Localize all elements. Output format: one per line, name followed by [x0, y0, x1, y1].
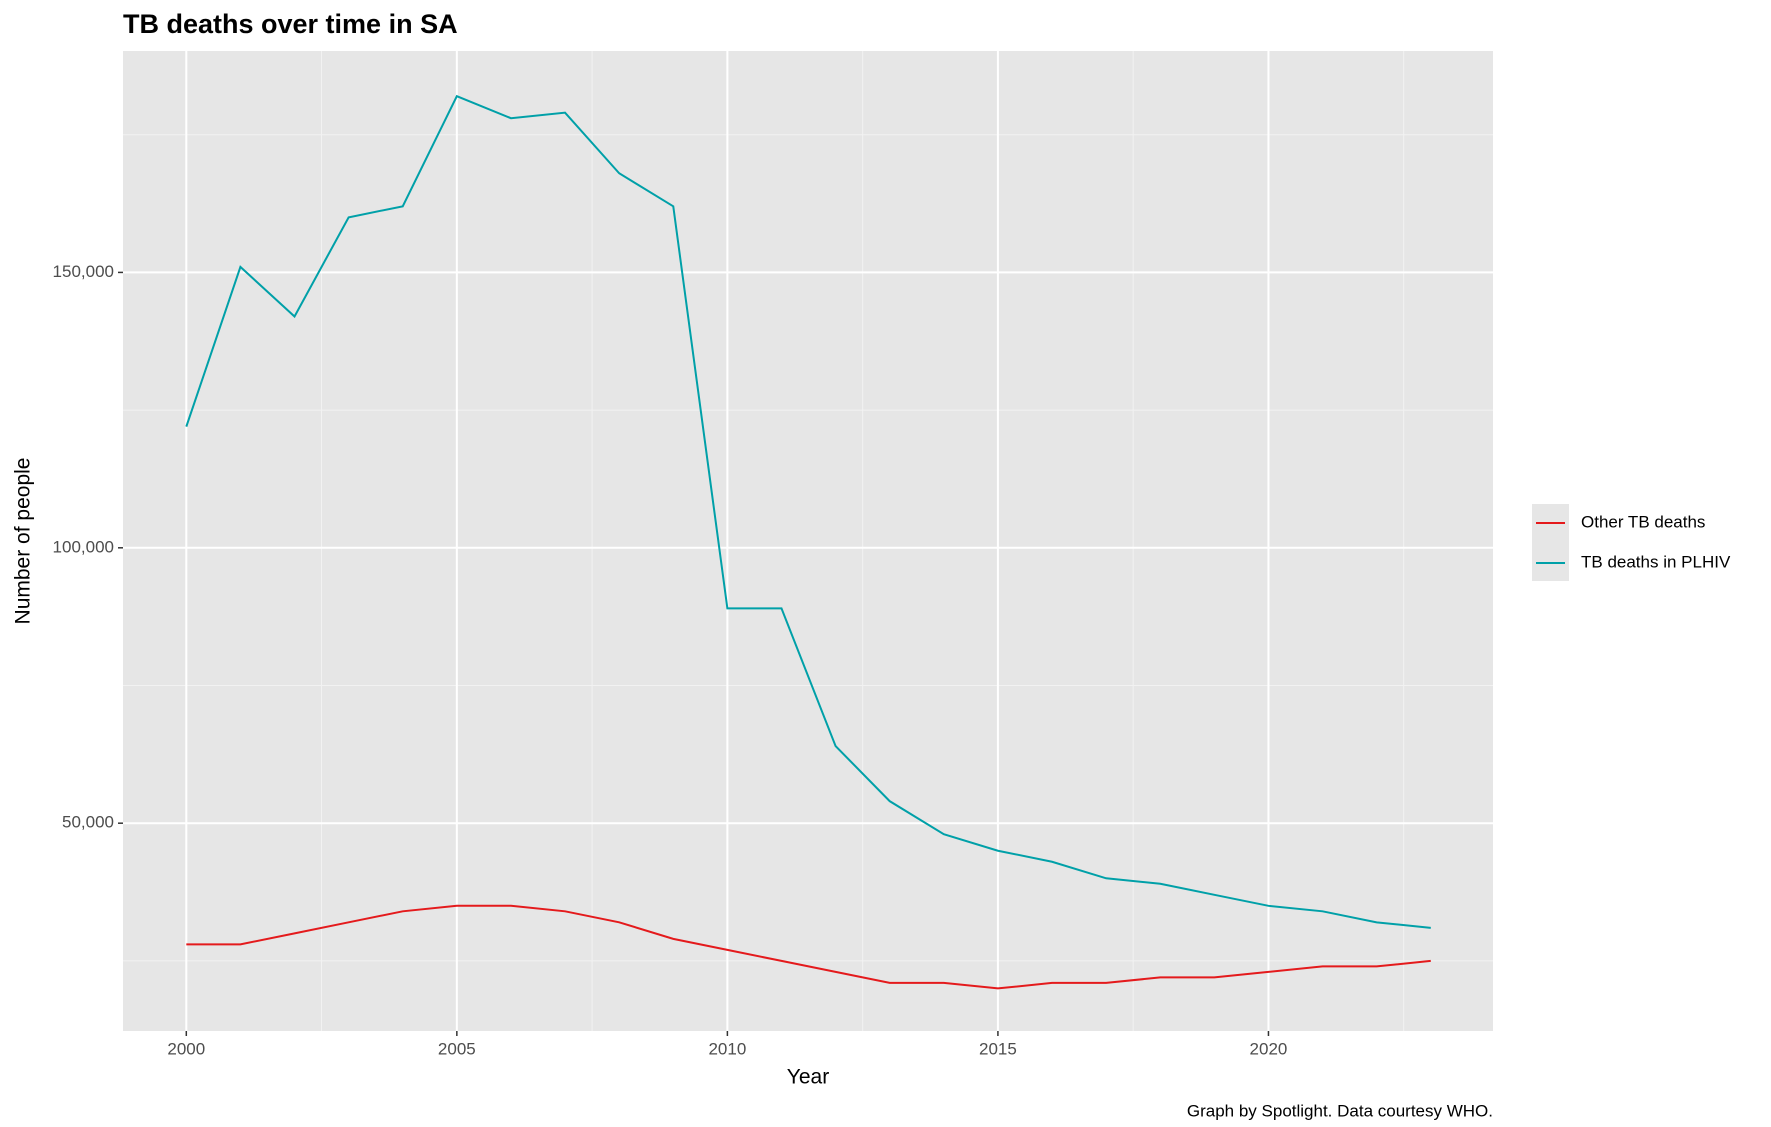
x-axis-label: Year	[787, 1066, 829, 1089]
legend-key-background	[1532, 504, 1569, 581]
series-line	[185, 94, 1431, 929]
x-tick-label: 2015	[979, 1039, 1017, 1058]
caption: Graph by Spotlight. Data courtesy WHO.	[1187, 1101, 1493, 1120]
legend-label: Other TB deaths	[1581, 512, 1705, 531]
x-tick-label: 2005	[438, 1039, 476, 1058]
y-tick-label: 50,000	[62, 813, 114, 832]
legend-label: TB deaths in PLHIV	[1581, 552, 1731, 571]
y-axis-label: Number of people	[12, 458, 35, 625]
plot-panel	[123, 51, 1493, 1031]
x-tick-label: 2000	[167, 1039, 205, 1058]
x-tick-label: 2020	[1250, 1039, 1288, 1058]
x-tick-label: 2010	[708, 1039, 746, 1058]
chart-title: TB deaths over time in SA	[123, 9, 458, 39]
y-tick-label: 100,000	[53, 537, 114, 556]
y-tick-label: 150,000	[53, 262, 114, 281]
series-line	[186, 904, 1431, 990]
